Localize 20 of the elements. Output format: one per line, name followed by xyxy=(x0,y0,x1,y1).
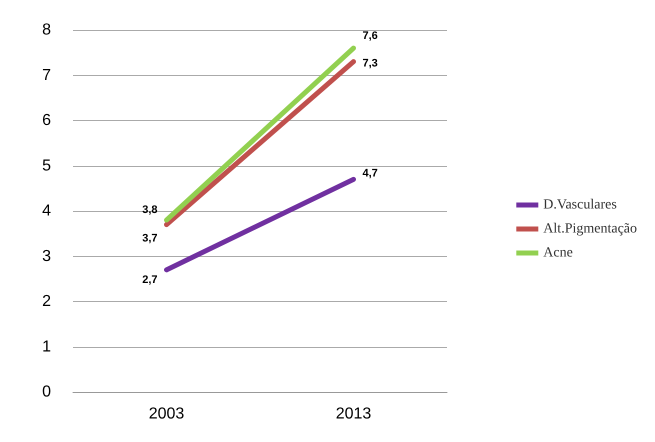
legend-label: D.Vasculares xyxy=(543,198,617,212)
legend-label: Acne xyxy=(543,246,573,260)
data-label: 4,7 xyxy=(362,167,378,180)
y-tick-label: 2 xyxy=(42,293,52,310)
y-tick-label: 7 xyxy=(42,66,52,84)
data-label: 7,6 xyxy=(362,30,378,42)
x-tick-label: 2013 xyxy=(336,406,372,422)
x-tick-label: 2003 xyxy=(148,406,184,422)
y-tick-label: 0 xyxy=(42,384,52,400)
y-tick-label: 3 xyxy=(42,248,52,265)
data-label: 3,7 xyxy=(142,232,158,245)
y-tick-label: 5 xyxy=(42,157,52,174)
data-label: 2,7 xyxy=(142,274,158,286)
y-tick-label: 6 xyxy=(42,112,52,129)
legend-label: Alt.Pigmentação xyxy=(543,222,638,236)
y-tick-label: 8 xyxy=(42,22,52,38)
data-label: 3,8 xyxy=(142,204,158,216)
y-tick-label: 4 xyxy=(42,202,52,220)
data-label: 7,3 xyxy=(362,58,378,70)
y-tick-label: 1 xyxy=(42,338,52,356)
